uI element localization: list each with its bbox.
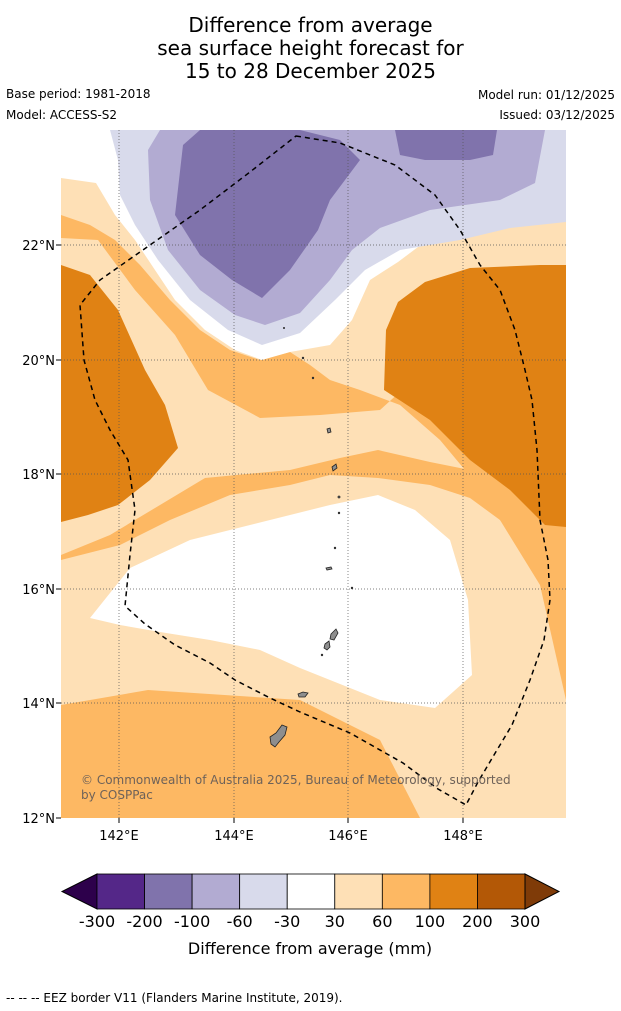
colorbar-tick-label: 200 — [462, 912, 493, 931]
colorbar-segment — [477, 873, 526, 910]
colorbar-label: Difference from average (mm) — [188, 939, 432, 958]
title-line-3: 15 to 28 December 2025 — [184, 59, 436, 83]
colorbar-tick-label: -30 — [274, 912, 300, 931]
island-dot-5 — [320, 653, 324, 657]
island-rota — [297, 691, 309, 698]
contour-band-100-200-east — [384, 265, 566, 527]
island-dot-4 — [350, 586, 354, 590]
colorbar-segment — [286, 873, 336, 910]
island-tinian — [323, 640, 331, 651]
lat-tick-label: 12°N — [22, 812, 55, 827]
lat-tick-label: 22°N — [22, 239, 55, 254]
contour-band-100-200-west — [61, 265, 178, 522]
colorbar-tick-label: -60 — [227, 912, 253, 931]
title-line-2: sea surface height forecast for — [157, 36, 464, 60]
lon-tick-label: 148°E — [443, 829, 483, 844]
contour-band-neg100-neg200-east — [395, 130, 497, 160]
colorbar-segment — [239, 873, 288, 910]
colorbar-segment — [429, 873, 478, 910]
colorbar-tick-label: -100 — [174, 912, 210, 931]
longitude-axis — [118, 818, 464, 823]
lat-tick-label: 20°N — [22, 354, 55, 369]
lon-tick-label: 142°E — [99, 829, 139, 844]
issued-date: Issued: 03/12/2025 — [499, 108, 615, 122]
colorbar-extend-max — [524, 873, 561, 910]
contour-band-60-100-north — [61, 215, 566, 700]
colorbar-tick-label: 300 — [510, 912, 541, 931]
grid-lines — [61, 130, 566, 818]
islands — [269, 326, 354, 748]
copyright-line-1: © Commonwealth of Australia 2025, Bureau… — [81, 773, 511, 787]
island-dot-8 — [282, 326, 285, 329]
colorbar-tick-label: 30 — [325, 912, 345, 931]
model-name: Model: ACCESS-S2 — [6, 108, 118, 122]
colorbar-extend-min — [60, 873, 98, 910]
colorbar: -300 -200 -100 -60 -30 30 60 100 200 300 — [60, 873, 561, 931]
colorbar-segment — [334, 873, 383, 910]
colorbar-segment — [144, 873, 193, 910]
island-agrihan — [326, 427, 332, 434]
contour-band-neg100-neg200-west — [175, 130, 360, 298]
lon-tick-label: 144°E — [214, 829, 254, 844]
island-dot-2 — [337, 511, 341, 515]
map-title: Difference from average sea surface heig… — [0, 14, 621, 83]
copyright-notice: © Commonwealth of Australia 2025, Bureau… — [81, 773, 511, 803]
colorbar-segment — [191, 873, 241, 910]
longitude-tick-labels: 142°E 144°E 146°E 148°E — [99, 829, 483, 844]
island-dot-1 — [337, 495, 341, 499]
title-line-1: Difference from average — [188, 13, 433, 37]
island-dot-3 — [333, 546, 337, 550]
lat-tick-label: 14°N — [22, 697, 55, 712]
island-saipan — [329, 628, 339, 641]
island-pagan — [331, 463, 338, 472]
lat-tick-label: 18°N — [22, 468, 55, 483]
base-period: Base period: 1981-2018 — [6, 87, 151, 101]
colorbar-segment — [381, 873, 431, 910]
map-panel — [61, 130, 566, 818]
lon-tick-label: 146°E — [328, 829, 368, 844]
colorbar-tick-label: -200 — [126, 912, 162, 931]
contour-band-60-100-south — [61, 690, 420, 818]
colorbar-tick-label: 60 — [372, 912, 392, 931]
latitude-tick-labels: 22°N 20°N 18°N 16°N 14°N 12°N — [22, 239, 55, 827]
latitude-axis — [56, 244, 61, 819]
island-anatahan — [325, 566, 333, 571]
island-dot-7 — [301, 356, 305, 360]
contour-band-0-white-south — [90, 495, 472, 708]
copyright-line-2: by COSPPac — [81, 788, 153, 802]
model-run: Model run: 01/12/2025 — [477, 88, 615, 102]
colorbar-tick-label: 100 — [415, 912, 446, 931]
island-guam — [269, 724, 288, 748]
contour-band-60-100-lower — [61, 450, 566, 605]
colorbar-segment — [96, 873, 145, 910]
colorbar-tick-label: -300 — [79, 912, 115, 931]
eez-legend-note: -- -- -- EEZ border V11 (Flanders Marine… — [6, 991, 343, 1005]
lat-tick-label: 16°N — [22, 583, 55, 598]
island-dot-6 — [311, 376, 315, 380]
